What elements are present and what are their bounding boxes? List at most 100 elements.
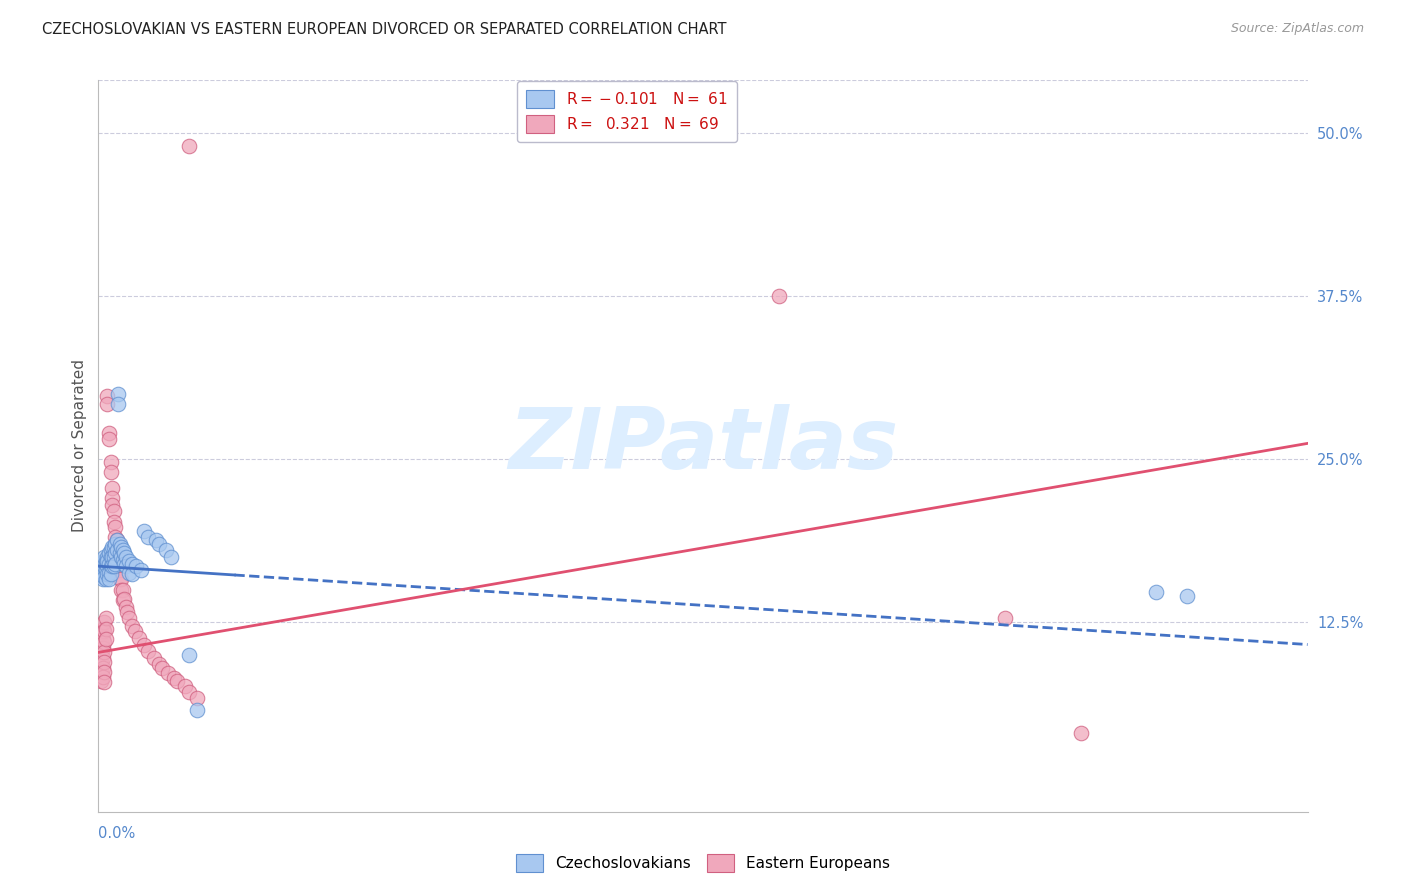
Point xyxy=(103,504,125,518)
Point xyxy=(110,540,132,554)
Point xyxy=(156,666,179,681)
Point xyxy=(93,615,115,630)
Point xyxy=(103,549,125,564)
Point xyxy=(101,549,124,564)
Point xyxy=(108,537,131,551)
Point xyxy=(100,465,122,479)
Point xyxy=(91,554,114,568)
Point xyxy=(89,655,111,669)
Point xyxy=(107,559,129,574)
Point xyxy=(89,645,111,659)
Point xyxy=(91,641,114,656)
Point xyxy=(100,559,122,574)
Point xyxy=(107,386,129,401)
Point xyxy=(89,638,111,652)
Point xyxy=(93,645,115,659)
Point xyxy=(93,665,115,679)
Y-axis label: Divorced or Separated: Divorced or Separated xyxy=(72,359,87,533)
Point xyxy=(179,138,201,153)
Point xyxy=(90,645,112,659)
Point xyxy=(94,563,117,577)
Text: CZECHOSLOVAKIAN VS EASTERN EUROPEAN DIVORCED OR SEPARATED CORRELATION CHART: CZECHOSLOVAKIAN VS EASTERN EUROPEAN DIVO… xyxy=(42,22,727,37)
Point xyxy=(163,672,186,686)
Point xyxy=(114,599,136,614)
Point xyxy=(132,638,155,652)
Point xyxy=(179,648,201,662)
Text: Source: ZipAtlas.com: Source: ZipAtlas.com xyxy=(1230,22,1364,36)
Point xyxy=(93,655,115,669)
Point xyxy=(150,661,173,675)
Point xyxy=(100,567,122,582)
Point xyxy=(93,569,115,583)
Point xyxy=(1175,589,1198,603)
Point xyxy=(100,455,122,469)
Point xyxy=(93,675,115,690)
Point xyxy=(98,566,121,580)
Point xyxy=(91,661,114,675)
Point xyxy=(111,552,134,566)
Point xyxy=(111,593,134,607)
Point xyxy=(104,537,127,551)
Point xyxy=(94,632,117,647)
Point xyxy=(768,289,790,303)
Point xyxy=(110,582,132,597)
Point xyxy=(98,425,121,440)
Point xyxy=(93,554,115,568)
Point xyxy=(148,537,170,551)
Point xyxy=(101,498,124,512)
Point xyxy=(114,549,136,564)
Point xyxy=(103,559,125,574)
Text: ZIPatlas: ZIPatlas xyxy=(508,404,898,488)
Point xyxy=(98,546,121,560)
Point xyxy=(101,559,124,574)
Point xyxy=(1144,585,1167,599)
Point xyxy=(93,624,115,639)
Point xyxy=(166,674,188,689)
Point xyxy=(98,433,121,447)
Point xyxy=(121,557,143,571)
Point xyxy=(90,624,112,639)
Point xyxy=(179,684,201,698)
Point xyxy=(112,546,135,560)
Point xyxy=(118,566,141,580)
Point xyxy=(90,674,112,689)
Point xyxy=(125,559,148,574)
Point xyxy=(148,657,170,672)
Point xyxy=(105,543,128,558)
Point xyxy=(110,572,132,586)
Point xyxy=(112,591,135,606)
Point xyxy=(90,635,112,649)
Point xyxy=(103,540,125,554)
Point xyxy=(91,670,114,684)
Point xyxy=(90,563,112,577)
Point xyxy=(114,559,136,574)
Point xyxy=(108,546,131,560)
Point xyxy=(121,619,143,633)
Point xyxy=(104,546,127,560)
Point xyxy=(118,611,141,625)
Point xyxy=(96,397,118,411)
Point xyxy=(94,572,117,586)
Point xyxy=(124,624,146,639)
Point xyxy=(160,549,183,564)
Point xyxy=(101,491,124,506)
Point xyxy=(94,557,117,571)
Point xyxy=(186,703,208,717)
Point xyxy=(91,650,114,665)
Point xyxy=(186,691,208,706)
Point xyxy=(105,543,128,558)
Point xyxy=(90,567,112,582)
Point xyxy=(108,572,131,586)
Point xyxy=(104,557,127,571)
Point xyxy=(121,567,143,582)
Point xyxy=(132,524,155,538)
Point xyxy=(98,572,121,586)
Point xyxy=(101,540,124,554)
Point xyxy=(108,563,131,577)
Point xyxy=(96,549,118,564)
Point xyxy=(98,557,121,571)
Point xyxy=(145,533,167,547)
Point xyxy=(100,549,122,564)
Point xyxy=(136,530,159,544)
Point xyxy=(994,611,1017,625)
